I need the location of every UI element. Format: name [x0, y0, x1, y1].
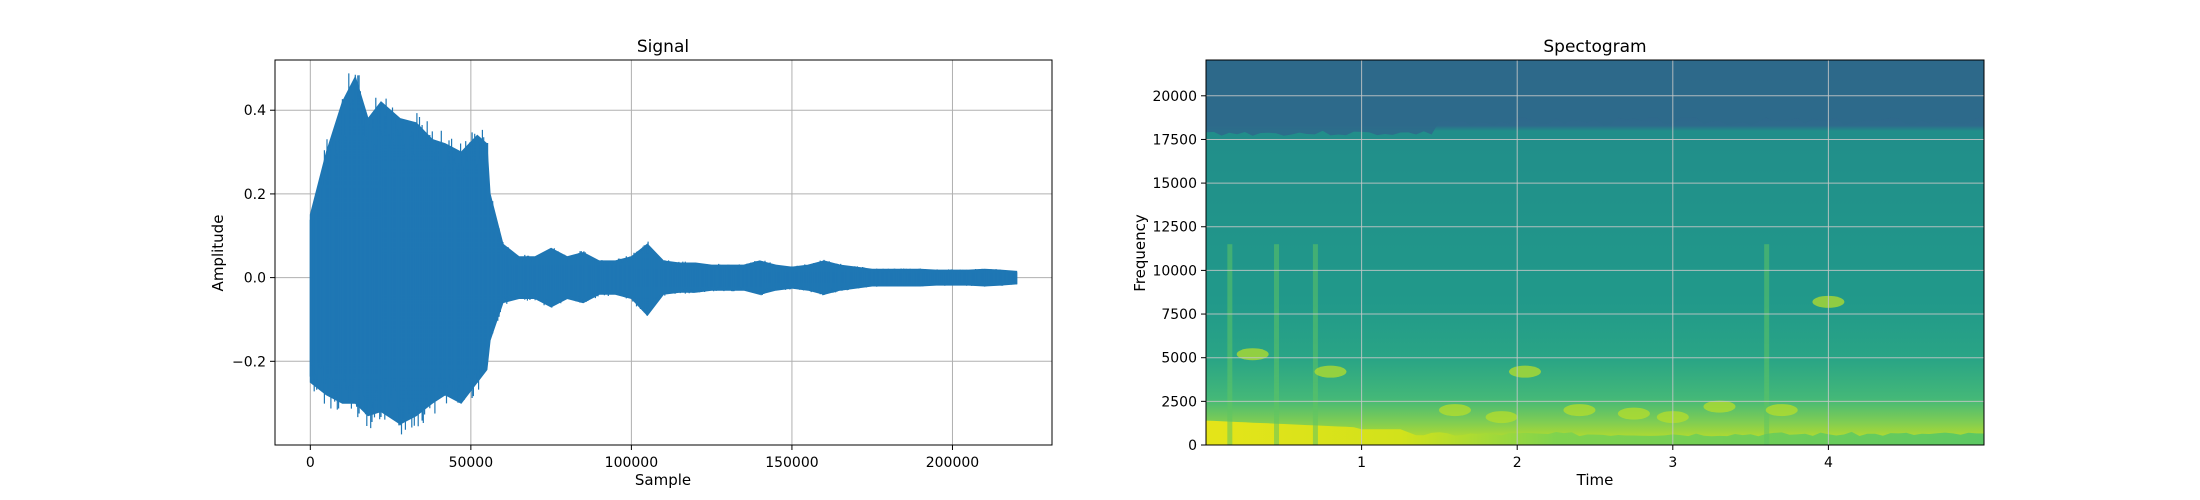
signal-y-tick-label: 0.2 [244, 187, 266, 203]
spectrogram-grid [1206, 60, 1984, 445]
spectrogram-y-tick-label: 10000 [1152, 263, 1197, 279]
spectrogram-x-tick-label: 3 [1668, 455, 1677, 471]
signal-waveform [309, 75, 1018, 425]
spectrogram-streak [1274, 244, 1280, 445]
spectrogram-chart: Spectogram 1 2 3 4 0 2500 5000 7500 10000 12500 1… [1131, 37, 1985, 489]
spectrogram-blob [1703, 400, 1736, 413]
signal-y-tick-label: −0.2 [232, 354, 266, 370]
spectrogram-streak [1312, 244, 1318, 445]
spectrogram-y-tick-label: 12500 [1152, 220, 1197, 236]
spectrogram-axes-frame [1205, 59, 1985, 446]
spectrogram-y-tick-label: 17500 [1152, 132, 1197, 148]
signal-x-tick-label: 200000 [926, 455, 979, 471]
spectrogram-y-ticks: 0 2500 5000 7500 10000 12500 15000 17500 20000 [1152, 89, 1206, 454]
spectrogram-x-tick-label: 2 [1513, 455, 1522, 471]
spectrogram-x-ticks: 1 2 3 4 [1357, 445, 1833, 471]
signal-y-tick-label: 0.0 [244, 271, 266, 287]
spectrogram-cutoff-edge [1206, 60, 1984, 136]
spectrogram-blob [1563, 404, 1596, 417]
signal-chart: Signal 0 50000 100000 150000 200000 −0.2 0.0 0… [209, 37, 1053, 489]
signal-y-ticks: −0.2 0.0 0.2 0.4 [232, 103, 275, 370]
spectrogram-blob [1314, 365, 1347, 378]
spectrogram-y-label: Frequency [1131, 214, 1149, 292]
spectrogram-streak [1227, 244, 1233, 445]
spectrogram-blob [1438, 404, 1471, 417]
spectrogram-y-tick-label: 20000 [1152, 89, 1197, 105]
signal-title: Signal [637, 37, 689, 57]
signal-x-ticks: 0 50000 100000 150000 200000 [306, 445, 979, 471]
spectrogram-blob [1236, 348, 1269, 361]
signal-spikes [309, 73, 1018, 435]
spectrogram-y-tick-label: 15000 [1152, 176, 1197, 192]
spectrogram-x-tick-label: 1 [1357, 455, 1366, 471]
spectrogram-blob [1617, 407, 1650, 420]
spectrogram-x-tick-label: 4 [1824, 455, 1833, 471]
spectrogram-low-band [1206, 420, 1984, 445]
spectrogram-title: Spectogram [1543, 37, 1646, 57]
spectrogram-blob [1765, 404, 1798, 417]
spectrogram-y-tick-label: 0 [1188, 438, 1197, 454]
signal-x-label: Sample [635, 471, 691, 489]
signal-x-tick-label: 0 [306, 455, 315, 471]
spectrogram-y-tick-label: 2500 [1161, 394, 1197, 410]
spectrogram-streak [1764, 244, 1770, 445]
spectrogram-x-label: Time [1576, 471, 1614, 489]
signal-x-tick-label: 50000 [449, 455, 494, 471]
signal-x-tick-label: 150000 [765, 455, 818, 471]
signal-y-label: Amplitude [209, 215, 227, 292]
signal-x-tick-label: 100000 [605, 455, 658, 471]
spectrogram-blob [1508, 365, 1541, 378]
spectrogram-y-tick-label: 7500 [1161, 307, 1197, 323]
signal-y-tick-label: 0.4 [244, 103, 266, 119]
signal-axes-frame [274, 59, 1053, 446]
spectrogram-blob [1485, 411, 1518, 424]
spectrogram-y-tick-label: 5000 [1161, 351, 1197, 367]
signal-spike-lines [309, 73, 1018, 435]
